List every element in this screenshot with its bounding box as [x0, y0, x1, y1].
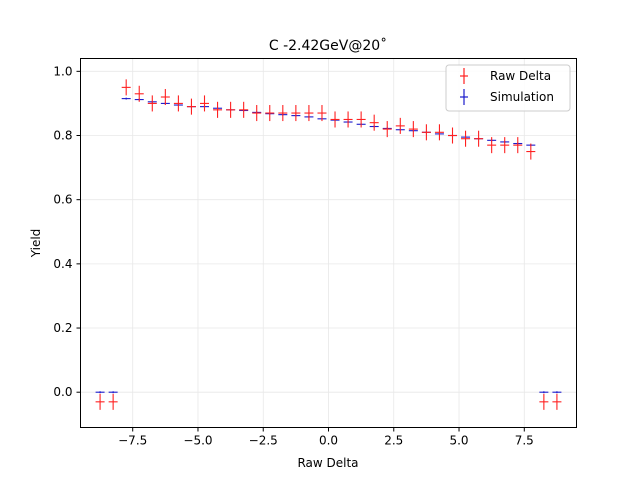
legend-raw-label: Raw Delta: [490, 69, 551, 83]
legend: Raw Delta Simulation: [445, 64, 571, 112]
raw-delta-point: [108, 393, 118, 410]
raw-delta-point: [200, 95, 209, 112]
raw-delta-point: [434, 124, 444, 141]
raw-delta-point: [461, 130, 471, 147]
raw-delta-point: [317, 105, 327, 122]
simulation-point: [552, 391, 562, 394]
legend-box: [445, 64, 571, 112]
y-axis-label: Yield: [29, 229, 43, 259]
raw-delta-point: [239, 101, 249, 118]
simulation-point: [539, 391, 549, 394]
raw-delta-point: [95, 393, 105, 410]
raw-delta-point: [121, 79, 131, 96]
simulation-point: [108, 391, 118, 394]
raw-delta-point: [487, 137, 497, 154]
raw-delta-point: [539, 393, 549, 410]
x-tick-label: 5.0: [449, 434, 468, 448]
y-tick-label: 0.6: [53, 193, 72, 207]
raw-delta-series: [95, 79, 562, 410]
raw-delta-point: [265, 105, 275, 122]
x-tick-label: 2.5: [384, 434, 403, 448]
x-tick-label: −5.0: [183, 434, 212, 448]
axis-ticks: −7.5 −5.0 −2.5 0.0 2.5 5.0 7.5 0.0 0.2 0.4 0.6 0.8 1…: [53, 64, 533, 447]
chart-title: C -2.42GeV@20˚: [269, 37, 387, 54]
raw-delta-point: [291, 105, 301, 122]
raw-delta-point: [173, 95, 183, 112]
raw-delta-point: [369, 114, 379, 131]
raw-delta-point: [513, 137, 523, 154]
x-tick-label: −7.5: [118, 434, 147, 448]
raw-delta-point: [213, 101, 223, 118]
simulation-point: [95, 391, 105, 394]
x-tick-label: 0.0: [319, 434, 338, 448]
y-tick-label: 0.0: [53, 385, 72, 399]
grid: [80, 58, 577, 428]
y-tick-label: 0.4: [53, 257, 72, 271]
raw-delta-point: [526, 143, 536, 160]
raw-delta-point: [500, 137, 510, 154]
x-tick-label: −2.5: [249, 434, 278, 448]
raw-delta-point: [226, 101, 236, 118]
legend-raw-marker: [460, 68, 468, 84]
raw-delta-point: [278, 105, 288, 122]
raw-delta-point: [421, 124, 431, 141]
raw-delta-point: [160, 88, 170, 106]
raw-delta-point: [382, 121, 392, 138]
raw-delta-point: [134, 85, 144, 102]
raw-delta-point: [448, 127, 457, 144]
legend-sim-label: Simulation: [490, 90, 554, 104]
raw-delta-point: [147, 95, 157, 112]
raw-delta-point: [186, 98, 196, 115]
raw-delta-point: [474, 130, 484, 147]
y-tick-label: 0.2: [53, 321, 72, 335]
series-layer: [95, 79, 562, 410]
y-tick-label: 1.0: [53, 64, 72, 78]
plot-frame: [80, 58, 577, 428]
simulation-point: [121, 97, 131, 100]
x-tick-label: 7.5: [515, 434, 534, 448]
legend-sim-marker: [460, 89, 468, 105]
raw-delta-point: [304, 105, 314, 122]
raw-delta-point: [395, 117, 405, 134]
raw-delta-point: [552, 393, 562, 410]
raw-delta-point: [252, 105, 262, 122]
raw-delta-point: [343, 111, 353, 128]
raw-delta-point: [330, 111, 340, 128]
y-tick-label: 0.8: [53, 129, 72, 143]
x-axis-label: Raw Delta: [297, 456, 358, 470]
raw-delta-point: [356, 111, 366, 128]
raw-delta-point: [408, 121, 418, 138]
